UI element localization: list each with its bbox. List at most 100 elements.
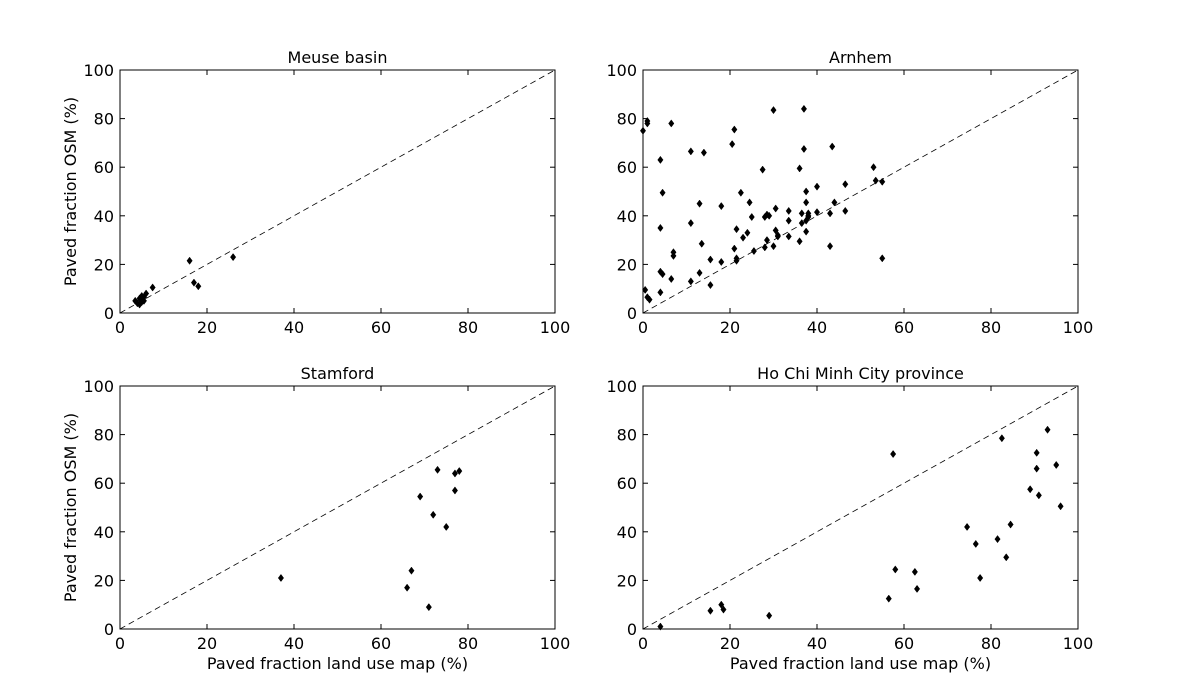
- y-tick-label: 100: [83, 61, 114, 80]
- data-point: [657, 288, 664, 297]
- data-point: [879, 254, 886, 263]
- axes-frame: [642, 69, 1079, 314]
- data-point: [731, 125, 738, 134]
- reference-line: [642, 385, 1079, 630]
- y-axis-label: Paved fraction OSM (%): [61, 413, 80, 602]
- data-point: [659, 270, 666, 279]
- y-tick-label: 60: [94, 158, 114, 177]
- data-point: [744, 228, 751, 237]
- data-point: [803, 187, 810, 196]
- data-point: [766, 211, 773, 220]
- data-point: [646, 295, 653, 304]
- data-point: [737, 188, 744, 197]
- data-point: [774, 231, 781, 240]
- data-point: [785, 232, 792, 241]
- data-point: [914, 584, 921, 593]
- y-tick-label: 40: [617, 523, 637, 542]
- axes-frame: [119, 69, 556, 314]
- data-point: [785, 216, 792, 225]
- y-tick-label: 20: [94, 571, 114, 590]
- data-point: [729, 140, 736, 149]
- y-tick-label: 20: [617, 255, 637, 274]
- data-point: [879, 177, 886, 186]
- data-point: [668, 119, 675, 128]
- data-point: [892, 565, 899, 574]
- x-tick-label: 20: [720, 318, 740, 337]
- data-point: [842, 206, 849, 215]
- y-tick-label: 80: [617, 426, 637, 445]
- y-tick-label: 100: [83, 377, 114, 396]
- data-point: [829, 142, 836, 151]
- data-point: [800, 104, 807, 113]
- data-point: [718, 202, 725, 211]
- data-point: [870, 163, 877, 172]
- x-tick-label: 60: [371, 318, 391, 337]
- panel-title: Stamford: [301, 364, 375, 383]
- data-point: [186, 256, 193, 265]
- data-point: [842, 180, 849, 189]
- data-point: [770, 242, 777, 251]
- y-tick-label: 20: [617, 571, 637, 590]
- panel-stamford: 0 20 40 60 80 100 0 20 40 60 80 100 Stamford Paved fr…: [61, 364, 570, 673]
- x-axis-label: Paved fraction land use map (%): [207, 654, 468, 673]
- data-point: [998, 434, 1005, 443]
- data-point: [827, 242, 834, 251]
- panel-arnhem: 0 20 40 60 80 100 0 20 40 60 80 100 Arnhem: [606, 48, 1093, 337]
- data-point: [718, 257, 725, 266]
- data-point: [132, 296, 139, 305]
- data-point: [644, 293, 651, 302]
- x-tick-label: 80: [981, 318, 1001, 337]
- x-tick-label: 60: [371, 634, 391, 653]
- panel-title: Arnhem: [829, 48, 892, 67]
- data-point: [443, 522, 450, 531]
- x-tick-label: 100: [1063, 318, 1094, 337]
- data-point: [408, 566, 415, 575]
- panel-title: Ho Chi Minh City province: [757, 364, 964, 383]
- data-point: [885, 594, 892, 603]
- x-tick-label: 80: [458, 318, 478, 337]
- reference-line: [119, 69, 556, 314]
- x-tick-label: 0: [115, 634, 125, 653]
- panel-meuse-basin: 0 20 40 60 80 100 0 20 40 60 80 100 Meuse basin Paved…: [61, 48, 570, 337]
- data-point: [639, 126, 647, 135]
- x-tick-label: 40: [284, 318, 304, 337]
- x-tick-label: 100: [1063, 634, 1094, 653]
- data-point: [687, 147, 694, 156]
- data-point: [733, 225, 740, 234]
- data-point: [1033, 448, 1040, 457]
- y-tick-label: 20: [94, 255, 114, 274]
- data-point: [698, 239, 705, 248]
- data-point: [700, 148, 707, 157]
- data-point: [718, 600, 725, 609]
- y-tick-label: 0: [627, 620, 637, 639]
- data-point: [872, 176, 879, 185]
- y-tick-label: 0: [627, 304, 637, 323]
- y-tick-label: 100: [606, 377, 637, 396]
- data-point: [1033, 464, 1040, 473]
- data-point: [659, 188, 666, 197]
- data-point: [657, 223, 664, 232]
- panel-ho-chi-minh-city-province: 0 20 40 60 80 100 0 20 40 60 80 100 Ho Chi Minh City…: [606, 364, 1093, 673]
- data-point: [707, 606, 714, 615]
- x-tick-label: 0: [115, 318, 125, 337]
- data-point: [803, 227, 810, 236]
- data-point: [731, 244, 738, 253]
- data-point: [138, 298, 145, 307]
- x-tick-label: 100: [540, 318, 571, 337]
- data-point: [1053, 460, 1060, 469]
- data-point: [798, 219, 805, 228]
- x-tick-label: 0: [638, 634, 648, 653]
- data-point: [761, 243, 768, 252]
- data-point: [1044, 425, 1051, 434]
- data-point: [149, 283, 156, 292]
- x-tick-label: 100: [540, 634, 571, 653]
- y-tick-label: 100: [606, 61, 637, 80]
- data-point: [451, 469, 458, 478]
- data-point: [1003, 553, 1010, 562]
- data-point: [911, 567, 918, 576]
- x-axis-label: Paved fraction land use map (%): [730, 654, 991, 673]
- x-tick-label: 20: [720, 634, 740, 653]
- y-tick-label: 40: [617, 207, 637, 226]
- data-point: [417, 492, 424, 501]
- data-point: [977, 573, 984, 582]
